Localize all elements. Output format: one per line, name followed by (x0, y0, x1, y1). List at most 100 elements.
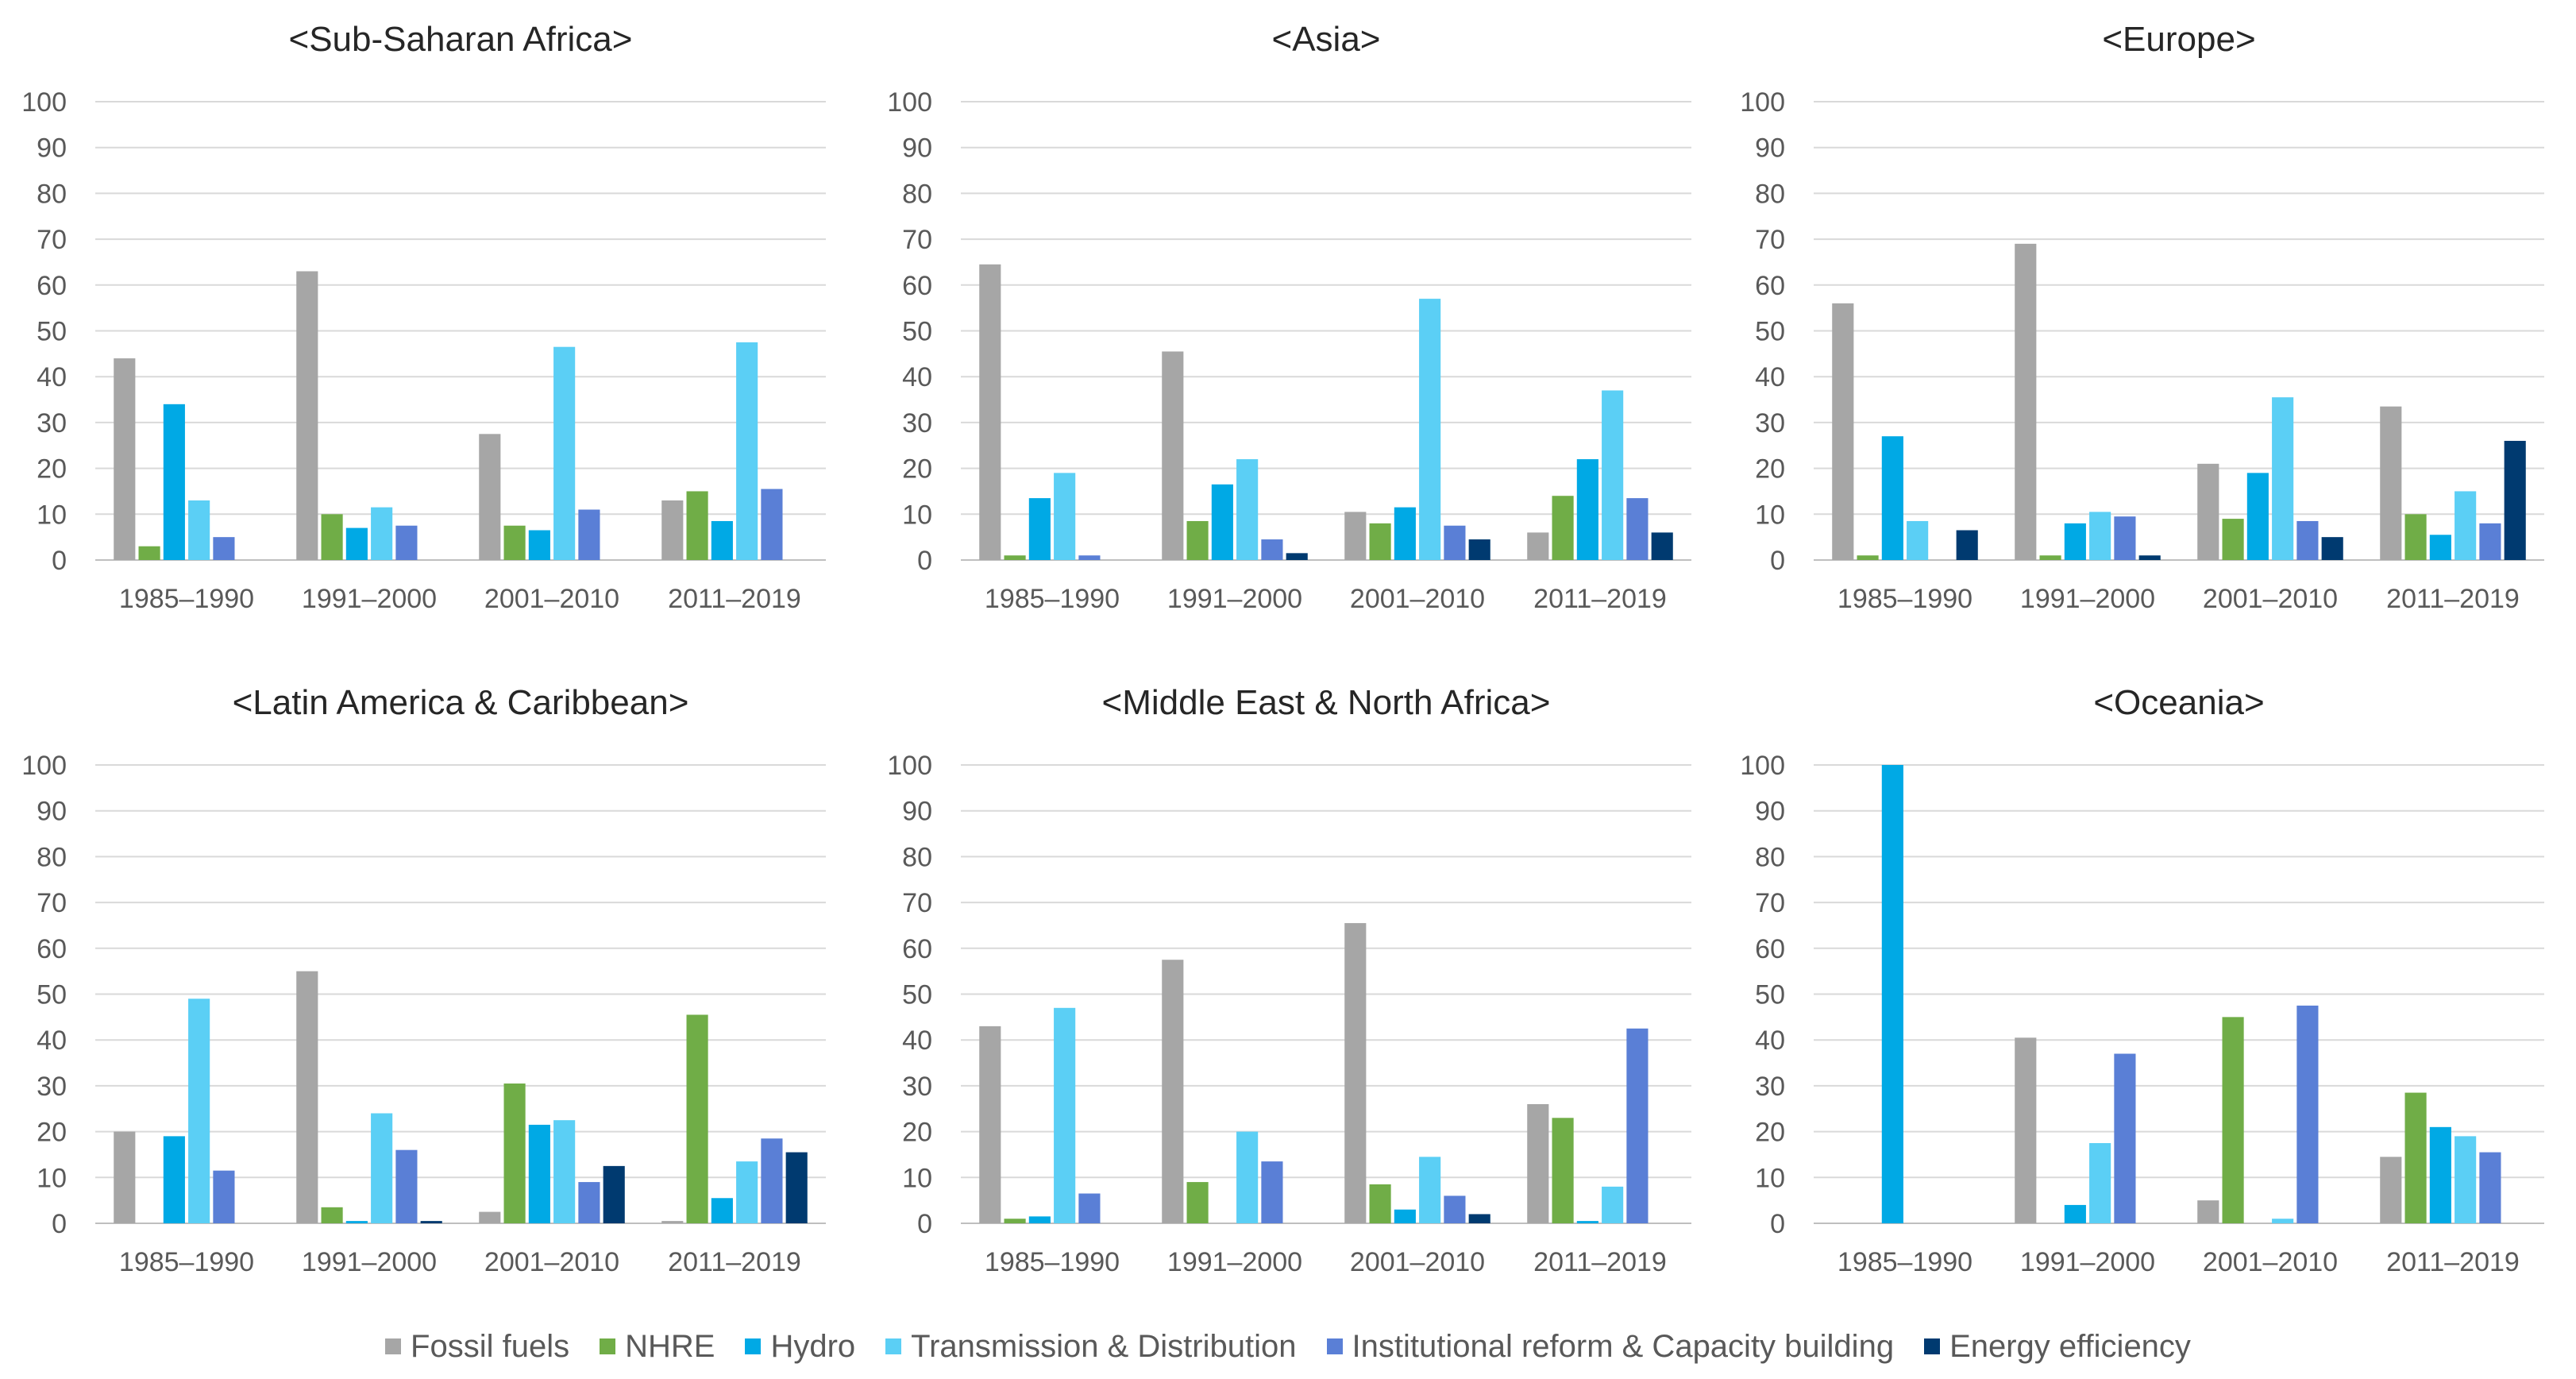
y-tick-label: 70 (1755, 225, 1785, 255)
bar-nhre (1369, 523, 1391, 560)
bar-transmission-distribution (2455, 1136, 2477, 1223)
legend: Fossil fuels NHRE Hydro Transmission & D… (0, 1319, 2576, 1374)
bar-hydro (528, 530, 550, 560)
y-tick-label: 30 (37, 1072, 67, 1102)
bar-transmission-distribution (188, 999, 210, 1223)
bar-energy-efficiency (1468, 539, 1490, 560)
bar-energy-efficiency (1651, 532, 1673, 560)
bar-hydro (2429, 1126, 2451, 1223)
y-tick-label: 30 (1755, 408, 1785, 438)
bar-nhre (1552, 496, 1574, 560)
x-tick-label: 2011–2019 (1533, 1247, 1667, 1277)
y-tick-label: 0 (917, 546, 932, 576)
bar-transmission-distribution (371, 507, 393, 560)
y-tick-label: 20 (1755, 454, 1785, 485)
chart-panel-latin-america-caribbean: <Latin America & Caribbean> 0 10 20 30 40 50 60… (21, 683, 826, 1277)
bar-transmission-distribution (553, 346, 576, 560)
bar-nhre (1186, 1182, 1209, 1223)
bar-institutional-reform-capacity-building (1444, 1196, 1466, 1223)
y-tick-label: 50 (1755, 317, 1785, 347)
y-tick-label: 30 (37, 408, 67, 438)
y-tick-label: 50 (1755, 980, 1785, 1010)
bar-nhre (503, 525, 526, 560)
bar-nhre (2222, 519, 2244, 560)
bar-nhre (2404, 514, 2427, 560)
y-tick-label: 30 (1755, 1072, 1785, 1102)
bar-fossil-fuels (479, 434, 501, 560)
chart-title: <Sub-Saharan Africa> (289, 20, 633, 59)
bar-hydro (1881, 436, 1903, 560)
bar-fossil-fuels (296, 971, 318, 1223)
bar-fossil-fuels (2380, 1157, 2402, 1223)
bar-institutional-reform-capacity-building (1444, 525, 1466, 560)
bar-institutional-reform-capacity-building (761, 489, 783, 560)
chart-panel-sub-saharan-africa: <Sub-Saharan Africa> 0 10 20 30 40 50 60 70 80 90 1… (21, 20, 826, 614)
x-tick-label: 2011–2019 (668, 584, 801, 614)
bar-nhre (2222, 1017, 2244, 1223)
bar-hydro (2064, 523, 2086, 560)
x-tick-label: 2001–2010 (484, 1247, 619, 1277)
y-tick-label: 40 (902, 362, 932, 392)
bar-institutional-reform-capacity-building (1261, 1161, 1283, 1223)
bar-fossil-fuels (1162, 960, 1184, 1223)
x-tick-label: 1991–2000 (302, 1247, 437, 1277)
bar-transmission-distribution (1907, 520, 1929, 560)
y-tick-label: 0 (1770, 546, 1785, 576)
y-tick-label: 10 (1755, 500, 1785, 530)
y-tick-label: 60 (902, 271, 932, 301)
y-tick-label: 60 (1755, 934, 1785, 964)
bar-hydro (2246, 473, 2269, 560)
y-tick-label: 0 (52, 1209, 67, 1239)
bar-transmission-distribution (1602, 1186, 1624, 1223)
x-tick-label: 2001–2010 (484, 584, 619, 614)
bar-institutional-reform-capacity-building (2114, 1053, 2136, 1223)
y-tick-label: 80 (1755, 179, 1785, 209)
bar-fossil-fuels (1527, 532, 1549, 560)
x-tick-label: 2011–2019 (2386, 584, 2520, 614)
y-tick-label: 60 (37, 934, 67, 964)
bar-institutional-reform-capacity-building (2114, 516, 2136, 560)
bar-transmission-distribution (1602, 390, 1624, 560)
y-tick-label: 90 (1755, 133, 1785, 164)
legend-item-nhre: NHRE (600, 1329, 715, 1365)
legend-item-fossil-fuels: Fossil fuels (385, 1329, 569, 1365)
bar-nhre (2039, 555, 2061, 560)
x-tick-label: 1985–1990 (119, 1247, 254, 1277)
bar-fossil-fuels (1344, 923, 1367, 1223)
bar-institutional-reform-capacity-building (1626, 498, 1649, 560)
y-tick-label: 90 (37, 797, 67, 827)
bar-fossil-fuels (661, 1221, 684, 1223)
legend-swatch (385, 1338, 402, 1354)
y-tick-label: 50 (902, 980, 932, 1010)
y-tick-label: 80 (1755, 842, 1785, 872)
bar-energy-efficiency (2504, 440, 2526, 560)
chart-grid: <Sub-Saharan Africa> 0 10 20 30 40 50 60 70 80 90 1… (21, 20, 2544, 1277)
y-tick-label: 20 (37, 1118, 67, 1148)
bar-fossil-fuels (1344, 512, 1367, 560)
bar-transmission-distribution (1236, 459, 1259, 560)
bar-fossil-fuels (661, 500, 684, 560)
y-tick-label: 100 (21, 751, 67, 781)
y-tick-label: 100 (887, 87, 932, 118)
x-tick-label: 2011–2019 (2386, 1247, 2520, 1277)
bar-transmission-distribution (2455, 491, 2477, 560)
bar-nhre (2404, 1092, 2427, 1223)
y-tick-label: 40 (37, 362, 67, 392)
bar-hydro (163, 1136, 185, 1223)
bar-institutional-reform-capacity-building (578, 509, 600, 560)
x-tick-label: 1985–1990 (985, 1247, 1120, 1277)
y-tick-label: 20 (902, 1118, 932, 1148)
bar-transmission-distribution (2272, 397, 2294, 560)
y-tick-label: 70 (902, 225, 932, 255)
bar-institutional-reform-capacity-building (761, 1138, 783, 1223)
bar-hydro (1028, 498, 1051, 560)
legend-item-institutional: Institutional reform & Capacity building (1326, 1328, 1895, 1365)
y-tick-label: 10 (902, 1163, 932, 1193)
legend-label: Institutional reform & Capacity building (1352, 1328, 1895, 1364)
x-tick-label: 1991–2000 (2020, 1247, 2155, 1277)
legend-label: Energy efficiency (1949, 1328, 2191, 1364)
legend-label: Hydro (770, 1328, 856, 1364)
y-tick-label: 40 (902, 1026, 932, 1056)
y-tick-label: 90 (1755, 797, 1785, 827)
bar-energy-efficiency (420, 1221, 442, 1223)
